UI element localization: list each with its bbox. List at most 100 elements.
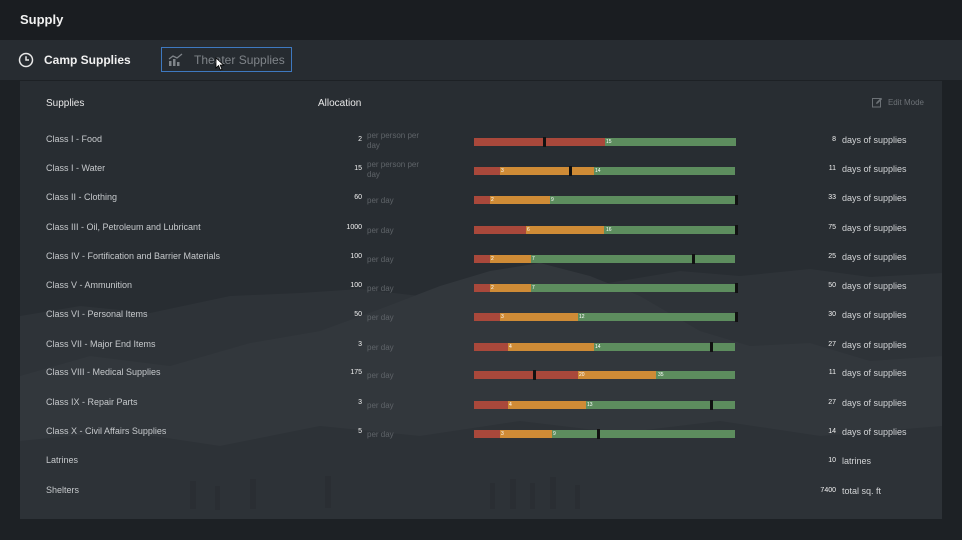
bar-segment-orange xyxy=(578,371,656,379)
supply-name: Class VII - Major End Items xyxy=(46,339,156,349)
days-value: 27 xyxy=(828,341,836,348)
days-label: days of supplies xyxy=(842,164,907,174)
table-row: Class VII - Major End Items 3 per day 4 14 27… xyxy=(20,339,942,359)
allocation-unit: per day xyxy=(367,313,394,322)
days-value: 33 xyxy=(828,194,836,201)
allocation-quantity[interactable]: 3 xyxy=(358,341,362,348)
current-level-marker[interactable] xyxy=(735,225,738,235)
bar-segment-green xyxy=(605,226,736,234)
supply-level-bar: 15 xyxy=(474,137,736,147)
current-level-marker[interactable] xyxy=(735,312,738,322)
bar-threshold-label: 2 xyxy=(491,197,494,203)
tab-theater-label: Theater Supplies xyxy=(194,52,285,67)
bar-segment-green xyxy=(531,255,735,263)
table-row: Class X - Civil Affairs Supplies 5 per day… xyxy=(20,426,942,446)
table-row: Class III - Oil, Petroleum and Lubricant… xyxy=(20,222,942,242)
supply-name: Class I - Water xyxy=(46,163,106,173)
table-row: Class II - Clothing 60 per day 2 9 33 days of … xyxy=(20,192,942,212)
allocation-quantity[interactable]: 5 xyxy=(358,428,362,435)
current-level-marker[interactable] xyxy=(735,195,738,205)
days-label: total sq. ft xyxy=(842,486,882,496)
days-label: days of supplies xyxy=(842,252,907,262)
supply-name: Class I - Food xyxy=(46,134,103,144)
bar-segment-orange xyxy=(508,401,586,409)
bar-threshold-label: 7 xyxy=(532,285,535,291)
bar-segment-red xyxy=(474,343,508,351)
column-header-allocation: Allocation xyxy=(318,98,362,109)
clock-icon xyxy=(18,52,34,68)
bar-threshold-label: 16 xyxy=(606,227,612,233)
allocation-quantity[interactable]: 3 xyxy=(358,399,362,406)
days-value: 14 xyxy=(828,428,836,435)
tab-camp-label: Camp Supplies xyxy=(44,53,131,67)
supply-name: Class X - Civil Affairs Supplies xyxy=(46,426,167,436)
bar-threshold-label: 12 xyxy=(579,314,585,320)
edit-mode-button[interactable]: Edit Mode xyxy=(871,97,924,108)
bar-threshold-label: 15 xyxy=(606,139,612,145)
bar-segment-red xyxy=(474,255,490,263)
tab-camp-supplies[interactable]: Camp Supplies xyxy=(18,47,131,73)
days-label: days of supplies xyxy=(842,368,907,378)
current-level-marker[interactable] xyxy=(692,254,695,264)
allocation-quantity[interactable]: 50 xyxy=(354,311,362,318)
table-row: Class V - Ammunition 100 per day 2 7 50 days o… xyxy=(20,280,942,300)
bar-segment-orange xyxy=(526,226,604,234)
allocation-unit: per day xyxy=(367,371,394,380)
current-level-marker[interactable] xyxy=(735,283,738,293)
allocation-quantity[interactable]: 2 xyxy=(358,136,362,143)
allocation-quantity[interactable]: 100 xyxy=(350,282,362,289)
allocation-unit: per day xyxy=(367,430,394,439)
bar-segment-green xyxy=(552,430,735,438)
days-label: days of supplies xyxy=(842,427,907,437)
bar-segment-green xyxy=(586,401,735,409)
top-bar: Supply xyxy=(0,0,962,40)
bar-threshold-label: 9 xyxy=(551,197,554,203)
edit-mode-label: Edit Mode xyxy=(887,98,924,107)
current-level-marker[interactable] xyxy=(569,166,572,176)
supply-level-bar: 4 13 xyxy=(474,400,735,410)
bar-segment-green xyxy=(531,284,735,292)
bar-segment-red xyxy=(474,226,526,234)
days-label: days of supplies xyxy=(842,398,907,408)
current-level-marker[interactable] xyxy=(710,342,713,352)
bar-segment-red xyxy=(474,371,578,379)
days-value: 11 xyxy=(828,369,836,376)
supply-name: Class IX - Repair Parts xyxy=(46,397,138,407)
supply-level-bar: 4 14 xyxy=(474,342,735,352)
supply-level-bar: 3 14 xyxy=(474,166,735,176)
table-row: Class VIII - Medical Supplies 175 per day 2… xyxy=(20,367,942,387)
current-level-marker[interactable] xyxy=(533,370,536,380)
bar-threshold-label: 20 xyxy=(579,372,585,378)
bar-threshold-label: 7 xyxy=(532,256,535,262)
supply-name: Class II - Clothing xyxy=(46,192,118,202)
allocation-unit: per day xyxy=(367,343,394,352)
allocation-quantity[interactable]: 100 xyxy=(350,253,362,260)
supply-name: Class IV - Fortification and Barrier Mat… xyxy=(46,251,221,261)
supply-name: Class V - Ammunition xyxy=(46,280,133,290)
allocation-quantity[interactable]: 175 xyxy=(350,369,362,376)
bar-segment-red xyxy=(474,138,605,146)
days-value: 11 xyxy=(828,165,836,172)
allocation-quantity[interactable]: 1000 xyxy=(346,224,362,231)
days-value: 10 xyxy=(828,457,836,464)
bar-threshold-label: 4 xyxy=(509,344,512,350)
allocation-quantity[interactable]: 60 xyxy=(354,194,362,201)
bar-threshold-label: 9 xyxy=(553,431,556,437)
days-label: days of supplies xyxy=(842,193,907,203)
allocation-unit: per day xyxy=(367,284,394,293)
allocation-quantity[interactable]: 15 xyxy=(354,165,362,172)
bar-threshold-label: 3 xyxy=(501,431,504,437)
allocation-unit: per person per day xyxy=(367,160,420,179)
bar-segment-orange xyxy=(500,167,594,175)
days-label: days of supplies xyxy=(842,135,907,145)
supply-name: Shelters xyxy=(46,485,80,495)
current-level-marker[interactable] xyxy=(543,137,546,147)
table-row: Class IV - Fortification and Barrier Mat… xyxy=(20,251,942,271)
table-row: Shelters 7400 total sq. ft xyxy=(20,485,942,505)
tab-theater-supplies[interactable]: Theater Supplies xyxy=(161,47,292,72)
current-level-marker[interactable] xyxy=(597,429,600,439)
current-level-marker[interactable] xyxy=(710,400,713,410)
bar-threshold-label: 3 xyxy=(501,314,504,320)
